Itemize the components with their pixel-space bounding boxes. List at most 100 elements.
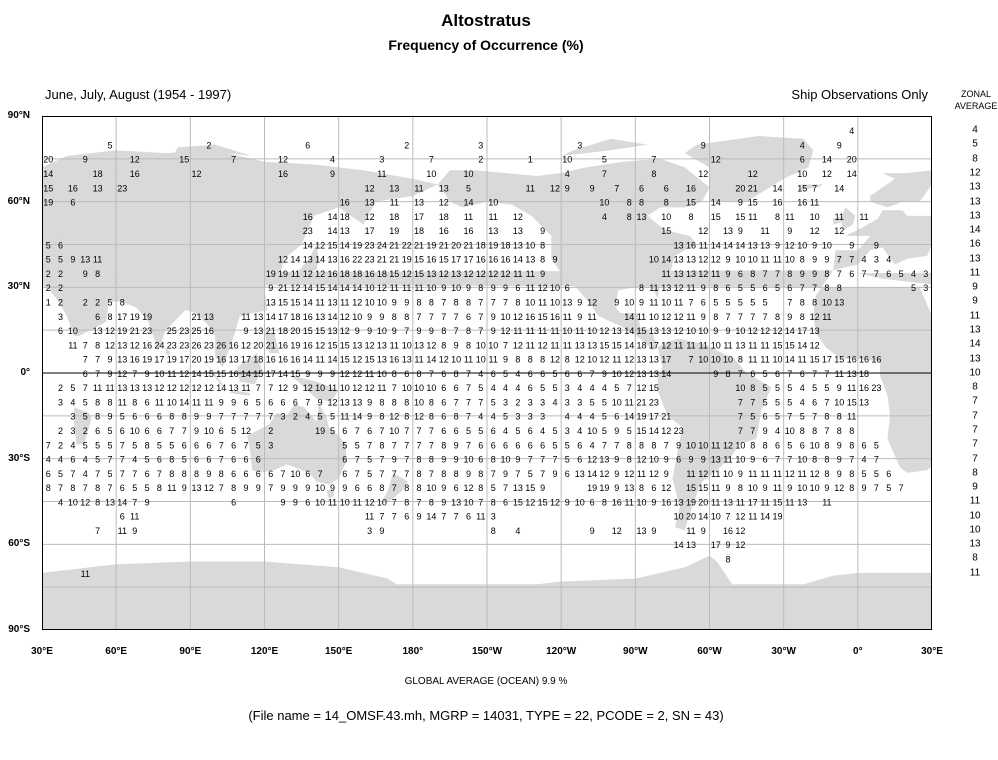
cell-value: 5: [614, 383, 619, 393]
cell-value: 8: [800, 312, 805, 322]
cell-value: 13: [636, 212, 646, 222]
cell-value: 8: [713, 283, 718, 293]
cell-value: 14: [674, 540, 684, 550]
cell-value: 8: [454, 469, 459, 479]
cell-value: 16: [340, 198, 350, 208]
cell-value: 13: [661, 283, 671, 293]
cell-value: 13: [649, 355, 659, 365]
cell-value: 9: [503, 283, 508, 293]
cell-value: 6: [750, 369, 755, 379]
zonal-average-value: 10: [969, 367, 981, 379]
land-shape: [840, 207, 856, 231]
cell-value: 13: [834, 298, 844, 308]
cell-value: 12: [810, 340, 820, 350]
cell-value: 13: [686, 255, 696, 265]
cell-value: 10: [822, 240, 832, 250]
cell-value: 4: [540, 426, 545, 436]
cell-value: 6: [206, 440, 211, 450]
cell-value: 7: [429, 440, 434, 450]
cell-value: 4: [58, 497, 63, 507]
zonal-average-value: 7: [972, 410, 978, 422]
cell-value: 13: [612, 326, 622, 336]
cell-value: 11: [377, 169, 386, 179]
cell-value: 3: [58, 312, 63, 322]
cell-value: 5: [763, 383, 768, 393]
cell-value: 13: [414, 198, 424, 208]
cell-value: 8: [120, 298, 125, 308]
cell-value: 9: [330, 483, 335, 493]
cell-value: 18: [290, 312, 300, 322]
zonal-average-heading: ZONAL AVERAGE: [944, 88, 998, 112]
cell-value: 15: [538, 312, 548, 322]
cell-value: 7: [787, 369, 792, 379]
cell-value: 11: [155, 397, 164, 407]
cell-value: 21: [389, 255, 399, 265]
cell-value: 7: [318, 469, 323, 479]
cell-value: 7: [379, 469, 384, 479]
cell-value: 7: [83, 340, 88, 350]
cell-value: 9: [849, 240, 854, 250]
cell-value: 21: [636, 397, 646, 407]
cell-value: 15: [735, 212, 745, 222]
cell-value: 6: [503, 497, 508, 507]
cell-value: 12: [179, 369, 189, 379]
cell-value: 7: [627, 383, 632, 393]
cell-value: 5: [565, 455, 570, 465]
cell-value: 5: [83, 412, 88, 422]
cell-value: 7: [169, 426, 174, 436]
cell-value: 13: [723, 497, 733, 507]
cell-value: 11: [513, 269, 522, 279]
cell-value: 10: [810, 440, 820, 450]
cell-value: 13: [377, 340, 387, 350]
cell-value: 9: [664, 469, 669, 479]
cell-value: 7: [491, 298, 496, 308]
zonal-average-value: 10: [969, 510, 981, 522]
cell-value: 11: [723, 455, 732, 465]
cell-value: 11: [93, 383, 102, 393]
cell-value: 10: [649, 312, 659, 322]
cell-value: 5: [886, 483, 891, 493]
cell-value: 7: [849, 455, 854, 465]
cell-value: 9: [552, 255, 557, 265]
cell-value: 18: [278, 326, 288, 336]
cell-value: 12: [352, 355, 362, 365]
cell-value: 6: [565, 369, 570, 379]
cell-value: 9: [305, 369, 310, 379]
zonal-average-value: 12: [969, 167, 981, 179]
cell-value: 9: [367, 312, 372, 322]
cell-value: 6: [787, 283, 792, 293]
cell-value: 18: [500, 240, 510, 250]
cell-value: 8: [602, 497, 607, 507]
zonal-average-value: 14: [969, 224, 981, 236]
cell-value: 4: [565, 412, 570, 422]
cell-value: 9: [305, 483, 310, 493]
cell-value: 8: [478, 469, 483, 479]
cell-value: 7: [763, 269, 768, 279]
land-shape: [684, 136, 814, 202]
cell-value: 23: [179, 326, 189, 336]
cell-value: 7: [429, 426, 434, 436]
cell-value: 8: [392, 312, 397, 322]
cell-value: 13: [327, 326, 337, 336]
cell-value: 13: [674, 497, 684, 507]
cell-value: 4: [503, 426, 508, 436]
cell-value: 9: [540, 226, 545, 236]
cell-value: 7: [404, 440, 409, 450]
cell-value: 11: [625, 397, 634, 407]
cell-value: 8: [454, 412, 459, 422]
cell-value: 15: [315, 283, 325, 293]
cell-value: 7: [392, 440, 397, 450]
cell-value: 9: [441, 483, 446, 493]
land-shape: [74, 407, 92, 445]
cell-value: 5: [503, 369, 508, 379]
cell-value: 9: [454, 455, 459, 465]
cell-value: 7: [466, 397, 471, 407]
cell-value: 6: [886, 469, 891, 479]
cell-value: 13: [636, 369, 646, 379]
cell-value: 16: [723, 526, 733, 536]
zonal-average-value: 4: [972, 124, 978, 136]
cell-value: 11: [365, 512, 374, 522]
cell-value: 12: [587, 298, 597, 308]
cell-value: 11: [760, 255, 769, 265]
cell-value: 11: [760, 497, 769, 507]
